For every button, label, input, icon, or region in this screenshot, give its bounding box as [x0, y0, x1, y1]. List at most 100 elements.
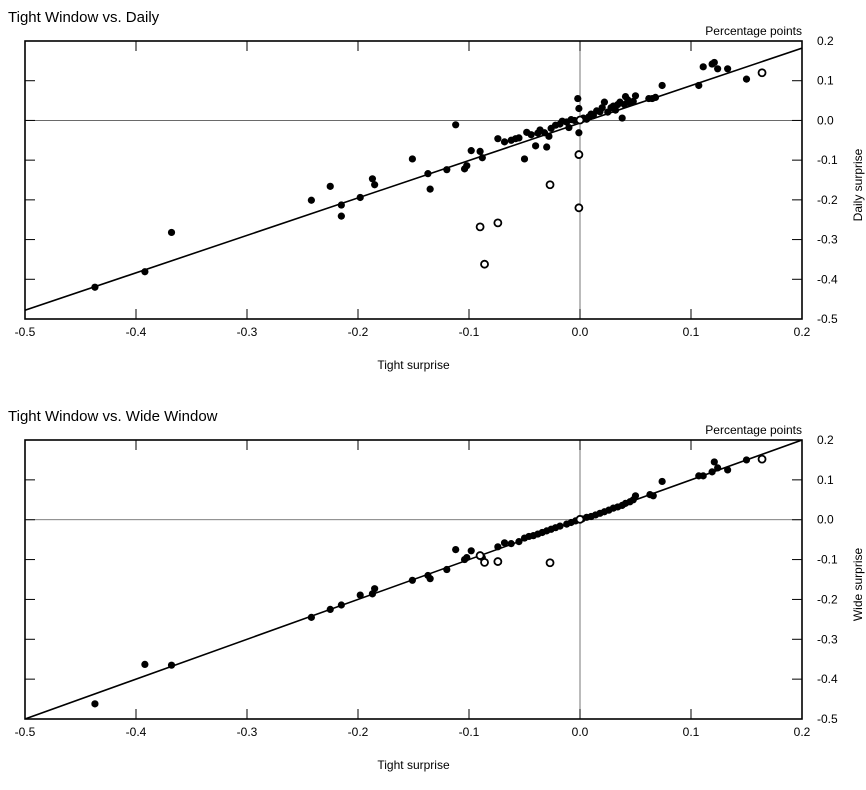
- data-point-filled: [426, 575, 434, 583]
- x-tick-label: -0.2: [348, 325, 369, 339]
- data-point-filled: [463, 162, 471, 170]
- x-tick-label: -0.1: [459, 325, 480, 339]
- y-tick-label: 0.0: [817, 513, 834, 527]
- x-tick-label: -0.2: [348, 725, 369, 739]
- data-point-filled: [714, 464, 722, 472]
- data-point-filled: [710, 458, 718, 466]
- y-tick-label: -0.3: [817, 233, 838, 247]
- data-point-filled: [326, 605, 334, 613]
- data-point-open: [757, 454, 767, 464]
- x-tick-label: -0.5: [15, 325, 36, 339]
- data-point-open: [574, 203, 584, 213]
- data-point-open: [757, 68, 767, 78]
- data-point-open: [575, 514, 585, 524]
- data-point-filled: [574, 94, 582, 103]
- data-point-filled: [527, 131, 535, 139]
- data-point-filled: [426, 185, 434, 193]
- data-point-filled: [543, 143, 551, 151]
- data-point-filled: [742, 456, 751, 464]
- data-point-filled: [507, 540, 515, 548]
- plot-area: [25, 47, 802, 312]
- data-point-filled: [742, 75, 751, 83]
- data-point-filled: [714, 65, 722, 73]
- data-point-filled: [708, 468, 716, 476]
- y-tick-label: -0.4: [817, 672, 838, 686]
- data-point-filled: [500, 138, 509, 146]
- data-point-open: [574, 150, 584, 159]
- chart-title: Tight Window vs. Wide Window: [8, 408, 218, 425]
- data-point-filled: [494, 543, 502, 551]
- x-tick-label: -0.3: [237, 725, 258, 739]
- data-point-filled: [307, 196, 315, 204]
- data-point-filled: [371, 181, 379, 189]
- data-point-filled: [710, 58, 718, 67]
- y-tick-label: -0.1: [817, 553, 838, 567]
- data-point-filled: [478, 154, 486, 162]
- data-point-filled: [91, 700, 99, 708]
- data-point-filled: [356, 591, 364, 599]
- data-point-filled: [532, 142, 540, 150]
- data-point-open: [545, 558, 555, 568]
- data-point-filled: [500, 539, 509, 547]
- data-point-open: [493, 218, 503, 228]
- data-point-filled: [724, 466, 732, 474]
- y-tick-label: -0.1: [817, 153, 838, 167]
- x-axis-label: Tight surprise: [377, 358, 450, 372]
- fit-line: [25, 47, 802, 312]
- x-axis-label: Tight surprise: [377, 758, 450, 772]
- data-point-filled: [167, 661, 176, 669]
- y-tick-label: 0.2: [817, 433, 834, 447]
- data-point-open: [545, 180, 555, 190]
- y-tick-label: -0.2: [817, 193, 838, 207]
- chart-title: Tight Window vs. Daily: [8, 9, 160, 26]
- data-point-filled: [141, 660, 149, 668]
- y-tick-label: -0.2: [817, 592, 838, 606]
- data-point-filled: [699, 63, 707, 71]
- plot-frame: [24, 439, 803, 720]
- y-tick-label: -0.5: [817, 312, 838, 326]
- data-point-filled: [368, 175, 377, 183]
- data-point-filled: [307, 613, 315, 621]
- data-point-filled: [618, 114, 626, 122]
- data-point-filled: [443, 166, 451, 174]
- data-point-filled: [476, 147, 484, 156]
- data-point-filled: [658, 477, 666, 486]
- y-tick-label: 0.1: [817, 473, 834, 487]
- data-point-filled: [337, 212, 345, 220]
- x-tick-label: -0.4: [126, 725, 147, 739]
- y-tick-label: -0.5: [817, 712, 838, 726]
- data-point-filled: [452, 121, 460, 129]
- data-point-filled: [631, 492, 640, 500]
- data-point-filled: [167, 228, 176, 237]
- data-point-filled: [326, 182, 334, 190]
- data-point-filled: [408, 155, 416, 163]
- x-tick-label: 0.1: [683, 725, 700, 739]
- data-point-open: [575, 115, 585, 125]
- data-point-filled: [91, 283, 99, 291]
- plot-area: [25, 440, 802, 719]
- data-point-filled: [651, 93, 660, 101]
- x-tick-label: 0.2: [794, 325, 811, 339]
- unit-note: Percentage points: [705, 24, 802, 38]
- data-point-filled: [724, 65, 732, 73]
- data-point-filled: [515, 134, 523, 142]
- data-point-filled: [631, 92, 640, 100]
- y-tick-label: 0.2: [817, 34, 834, 48]
- x-tick-label: 0.1: [683, 325, 700, 339]
- data-point-filled: [575, 129, 583, 137]
- x-tick-label: -0.4: [126, 325, 147, 339]
- data-point-filled: [545, 132, 553, 140]
- y-tick-label: -0.3: [817, 632, 838, 646]
- data-point-filled: [337, 601, 345, 609]
- x-tick-label: -0.3: [237, 325, 258, 339]
- x-tick-label: 0.0: [572, 725, 589, 739]
- unit-note: Percentage points: [705, 423, 802, 437]
- data-point-filled: [443, 565, 451, 574]
- data-point-open: [475, 222, 485, 232]
- data-point-open: [480, 259, 489, 269]
- data-point-open: [475, 551, 485, 560]
- data-point-open: [493, 557, 503, 566]
- data-point-filled: [424, 170, 432, 178]
- x-tick-label: 0.0: [572, 325, 589, 339]
